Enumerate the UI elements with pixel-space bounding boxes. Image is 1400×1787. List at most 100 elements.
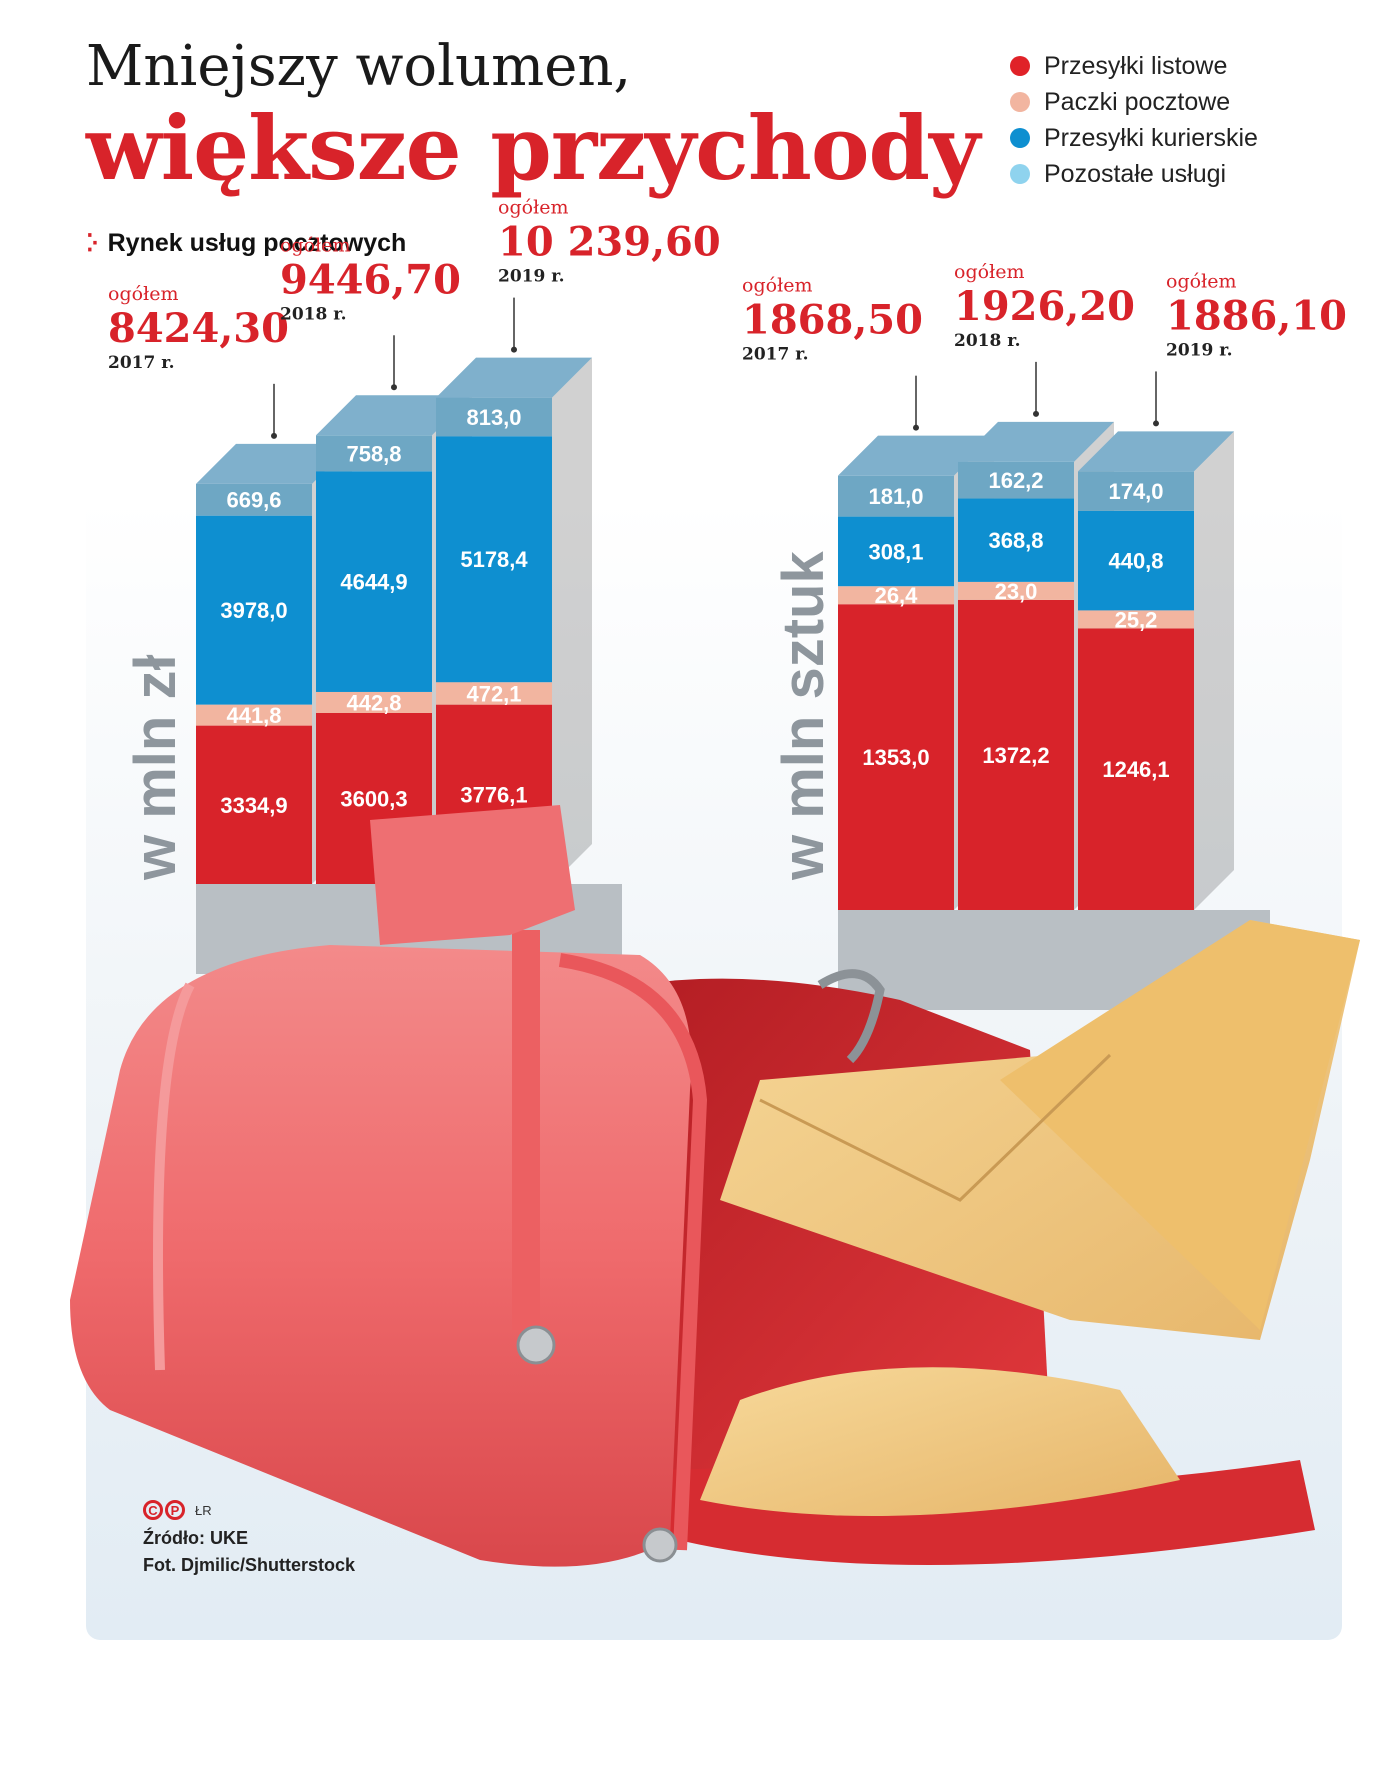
bar-segment <box>838 475 954 517</box>
bar-segment <box>436 397 552 437</box>
total-caption: ogółem <box>954 261 1024 283</box>
bar-top <box>316 395 472 436</box>
bar-top <box>838 435 994 476</box>
legend-dot-icon <box>1010 128 1030 148</box>
legend-label: Pozostałe usługi <box>1044 159 1227 188</box>
bar-segment <box>316 435 432 472</box>
year-label: 2017 r. <box>108 353 175 373</box>
bar-top <box>1078 431 1234 472</box>
bar-segment-label: 441,8 <box>226 703 281 728</box>
legend-item: Przesyłki kurierskie <box>1010 120 1258 156</box>
legend-dot-icon <box>1010 164 1030 184</box>
bar-segment <box>838 516 954 587</box>
bar-segment <box>436 436 552 683</box>
total-caption: ogółem <box>108 283 178 305</box>
source-credit: Źródło: UKE <box>143 1528 248 1548</box>
bar-segment-label: 4644,9 <box>340 570 407 595</box>
bar-segment-label: 368,8 <box>988 528 1043 553</box>
bar-side <box>552 357 592 884</box>
legend-label: Przesyłki kurierskie <box>1044 123 1258 152</box>
leader-dot <box>1033 410 1039 417</box>
bar-segment-label: 181,0 <box>868 484 923 509</box>
legend-item: Pozostałe usługi <box>1010 156 1258 192</box>
bar-top <box>958 421 1114 462</box>
bar-segment <box>316 471 432 692</box>
bar-segment-label: 472,1 <box>466 681 521 706</box>
bar-segment-label: 442,8 <box>346 690 401 715</box>
total-value: 1868,50 <box>742 297 923 344</box>
bar-segment-label: 26,4 <box>875 583 919 608</box>
bar-segment-label: 758,8 <box>346 441 401 466</box>
bar-segment-label: 5178,4 <box>460 547 528 572</box>
bar-segment-label: 440,8 <box>1108 549 1163 574</box>
bar-segment <box>958 599 1074 910</box>
year-label: 2018 r. <box>280 304 347 324</box>
title-line-2: większe przychody <box>86 96 980 200</box>
total-caption: ogółem <box>498 197 568 219</box>
author-initials: ŁR <box>195 1502 212 1518</box>
bar-segment <box>1078 610 1194 629</box>
bar-top <box>196 443 352 484</box>
total-caption: ogółem <box>742 275 812 297</box>
bar-top <box>436 357 592 398</box>
bar-segment <box>436 682 552 705</box>
bar-segment-label: 3978,0 <box>220 598 287 623</box>
bar-segment-label: 162,2 <box>988 468 1043 493</box>
bar-segment-label: 1372,2 <box>982 743 1049 768</box>
bar-segment <box>316 691 432 713</box>
total-value: 8424,30 <box>108 305 289 352</box>
bar-segment-label: 1246,1 <box>1102 757 1169 782</box>
legend-label: Przesyłki listowe <box>1044 51 1228 80</box>
legend: Przesyłki listowe Paczki pocztowe Przesy… <box>1010 48 1258 192</box>
year-label: 2019 r. <box>498 267 565 287</box>
photo-credit: Fot. Djmilic/Shutterstock <box>143 1555 356 1575</box>
bar-segment-label: 25,2 <box>1115 607 1158 632</box>
total-value: 10 239,60 <box>498 219 721 266</box>
leader-dot <box>271 432 277 439</box>
subtitle-text: Rynek usług pocztowych <box>107 229 407 257</box>
total-value: 9446,70 <box>280 256 461 303</box>
total-caption: ogółem <box>1166 270 1236 292</box>
bar-segment-label: 23,0 <box>995 579 1038 604</box>
chart-subtitle: ⁚· Rynek usług pocztowych <box>86 229 406 258</box>
bar-segment-label: 669,6 <box>226 488 281 513</box>
total-caption: ogółem <box>280 234 350 256</box>
bar-segment-label: 3334,9 <box>220 793 287 818</box>
bar-segment <box>838 586 954 605</box>
year-label: 2019 r. <box>1166 340 1233 360</box>
bar-segment <box>958 581 1074 600</box>
bar-segment-label: 1353,0 <box>862 745 929 770</box>
legend-dot-icon <box>1010 92 1030 112</box>
dots-icon: ⁚· <box>86 230 100 257</box>
copyright-mark: C P ŁR <box>143 1500 355 1520</box>
legend-item: Przesyłki listowe <box>1010 48 1258 84</box>
title-line-1: Mniejszy wolumen, <box>86 34 632 99</box>
leader-dot <box>1153 420 1159 427</box>
leader-dot <box>511 346 517 353</box>
leader-dot <box>913 424 919 431</box>
legend-label: Paczki pocztowe <box>1044 87 1231 116</box>
copyright-icon: C <box>143 1500 163 1520</box>
bar-segment-label: 813,0 <box>466 405 521 430</box>
bar-segment <box>958 461 1074 499</box>
bar-segment <box>196 483 312 516</box>
bar-segment <box>196 704 312 726</box>
bar-segment <box>196 725 312 884</box>
legend-item: Paczki pocztowe <box>1010 84 1258 120</box>
year-label: 2018 r. <box>954 331 1021 351</box>
total-value: 1926,20 <box>954 283 1135 330</box>
copyright-p-icon: P <box>165 1500 185 1520</box>
credits: C P ŁR Źródło: UKE Fot. Djmilic/Shutters… <box>143 1500 355 1582</box>
leader-dot <box>391 384 397 391</box>
bar-segment <box>196 515 312 705</box>
legend-dot-icon <box>1010 56 1030 76</box>
bar-segment <box>958 498 1074 582</box>
total-value: 1886,10 <box>1166 292 1347 339</box>
bar-segment-label: 3600,3 <box>340 786 407 811</box>
bar-segment <box>1078 471 1194 511</box>
bar-segment <box>1078 628 1194 910</box>
bar-segment-label: 3776,1 <box>460 782 527 807</box>
bar-segment-label: 308,1 <box>868 539 923 564</box>
bar-segment <box>838 604 954 910</box>
